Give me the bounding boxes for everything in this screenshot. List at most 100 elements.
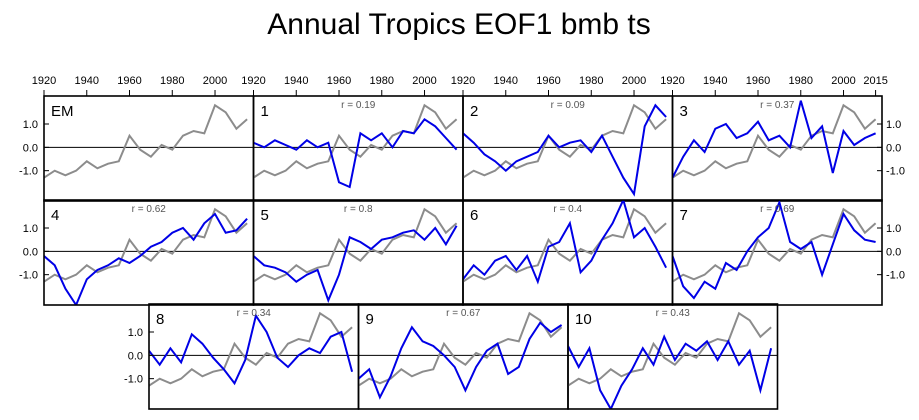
panel-label: EM [51,103,74,120]
panel-frame [671,199,883,306]
panel-5: 5 r = 0.8 [252,199,464,306]
panel-10: 10 r = 0.43 [567,303,779,410]
x-tick-label: 1940 [284,75,308,87]
y-tick-label: 0.0 [23,246,38,258]
y-tick-label: 0.0 [886,142,901,154]
x-tick-label: 1920 [451,75,475,87]
series-line-member-9 [358,321,563,400]
x-tick-label: 2000 [622,75,646,87]
x-tick-label: 1920 [32,75,56,87]
panel-label: 4 [51,207,59,224]
panel-frame [148,303,360,410]
x-tick-label: 1980 [579,75,603,87]
series-line-observed [463,207,667,283]
series-line-member-7 [672,200,876,300]
correlation-label: r = 0.62 [132,204,167,215]
panel-label: 1 [261,103,269,120]
x-tick-label: 1940 [494,75,518,87]
series-line-member-3 [672,100,877,179]
x-tick-label: 2000 [203,75,227,87]
panel-3: 3 r = 0.37 1.0 0.0 -1.0 [671,95,905,202]
correlation-label: r = 0.67 [446,308,481,319]
series-line-member-1 [253,117,458,189]
y-tick-label: 1.0 [886,119,901,131]
series-line-observed [672,103,877,179]
panel-1: 1 r = 0.19 [252,95,464,202]
panel-frame [43,95,255,202]
x-tick-label: 1960 [746,75,770,87]
series-line-member-6 [463,200,667,285]
y-tick-label: 0.0 [886,246,901,258]
series-line-observed [672,207,877,283]
x-tick-label: 1940 [703,75,727,87]
x-tick-label: 1980 [789,75,813,87]
series-line-observed [44,103,248,179]
panel-2: 2 r = 0.09 [462,95,674,202]
panel-label: 5 [261,207,269,224]
x-tick-label: 1960 [327,75,351,87]
correlation-label: r = 0.09 [551,100,586,111]
panel-8: 8 r = 0.34 1.0 0.0 -1.0 [124,303,360,410]
correlation-label: r = 0.37 [760,100,795,111]
panel-frame [671,95,883,202]
correlation-label: r = 0.8 [344,204,373,215]
y-tick-label: 1.0 [886,223,901,235]
series-line-member-4 [44,212,248,305]
y-tick-label: -1.0 [886,270,905,282]
panel-grid: 1920 1940 1960 1980 2000 1920 1940 1960 1980 2000… [19,75,905,410]
series-line-member-5 [253,225,458,304]
y-tick-label: 1.0 [23,119,38,131]
panel-label: 9 [366,311,374,328]
panel-label: 10 [575,311,592,328]
panel-frame [462,199,674,306]
panel-9: 9 r = 0.67 [357,303,569,410]
panel-label: 8 [156,311,164,328]
series-line-member-10 [568,334,773,409]
panel-4: 4 r = 0.62 1.0 0.0 -1.0 [19,199,255,306]
panel-label: 3 [680,103,688,120]
panel-label: 2 [470,103,478,120]
x-tick-label: 2015 [863,75,887,87]
x-tick-label: 1920 [660,75,684,87]
panel-7: 7 r = 0.69 1.0 0.0 -1.0 [671,199,905,306]
correlation-label: r = 0.69 [760,204,795,215]
series-line-observed [568,311,772,387]
correlation-label: r = 0.19 [341,100,376,111]
panel-label: 6 [470,207,478,224]
panel-frame [252,199,464,306]
x-tick-label: 2000 [831,75,855,87]
y-tick-label: 0.0 [23,142,38,154]
panel-label: 7 [680,207,688,224]
x-tick-label: 1960 [536,75,560,87]
x-tick-label: 1980 [160,75,184,87]
y-tick-label: 1.0 [23,223,38,235]
y-tick-label: -1.0 [124,374,143,386]
chart-title: Annual Tropics EOF1 bmb ts [267,8,651,41]
series-line-observed [358,311,563,387]
x-tick-label: 1960 [117,75,141,87]
series-line-observed [44,207,248,283]
y-tick-label: -1.0 [886,166,905,178]
panel-frame [357,303,569,410]
series-line-observed [149,311,353,387]
y-tick-label: 1.0 [128,327,143,339]
x-tick-label: 1920 [241,75,265,87]
y-tick-label: 0.0 [128,350,143,362]
series-line-member-8 [149,313,354,386]
correlation-label: r = 0.43 [656,308,691,319]
panel-frame [43,199,255,306]
series-line-member-2 [463,103,667,197]
correlation-label: r = 0.4 [553,204,582,215]
y-tick-label: -1.0 [19,166,38,178]
x-tick-label: 1980 [370,75,394,87]
panel-EM: EM 1.0 0.0 -1.0 [19,95,255,202]
series-line-observed [463,103,667,179]
correlation-label: r = 0.34 [237,308,272,319]
x-tick-label: 1940 [75,75,99,87]
panel-frame [567,303,779,410]
y-tick-label: -1.0 [19,270,38,282]
series-line-observed [253,103,458,179]
x-tick-label: 2000 [412,75,436,87]
panel-6: 6 r = 0.4 [462,199,674,306]
